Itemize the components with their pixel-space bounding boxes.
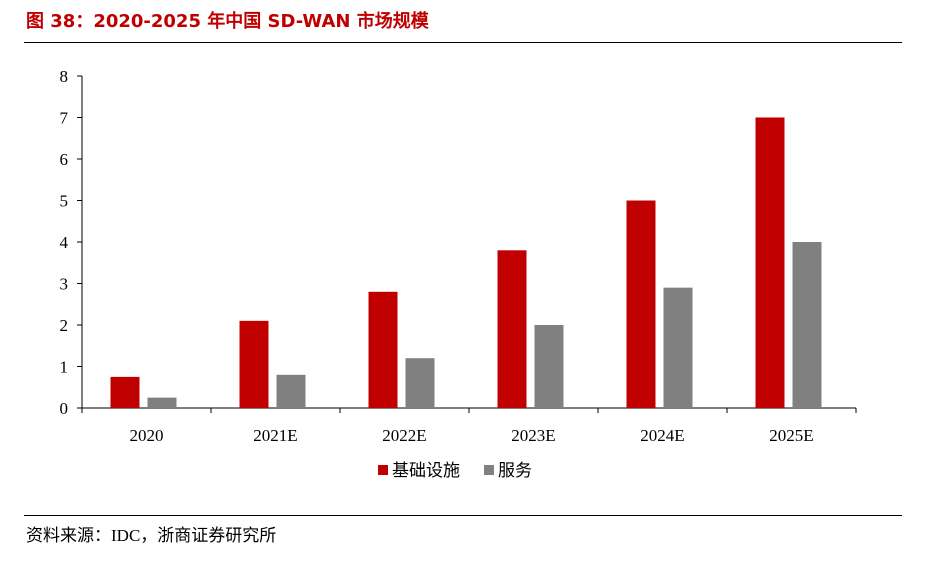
legend-swatch-infrastructure xyxy=(378,465,388,475)
x-tick-label: 2020 xyxy=(130,426,164,445)
y-tick-label: 2 xyxy=(60,316,69,335)
bar-infrastructure xyxy=(626,200,656,408)
legend-label-infrastructure: 基础设施 xyxy=(392,461,460,480)
y-tick-label: 7 xyxy=(60,109,69,128)
y-tick-label: 3 xyxy=(60,275,69,294)
bar-infrastructure xyxy=(368,291,398,408)
bar-chart: 0 1 2 3 4 5 6 7 8 2020 2021E 2022E 2023E 2024E 2025E 基础… xyxy=(60,67,857,480)
x-tick-label: 2022E xyxy=(382,426,426,445)
y-tick-label: 1 xyxy=(60,358,69,377)
y-tick-label: 6 xyxy=(60,150,69,169)
bar-infrastructure xyxy=(755,117,785,408)
x-tick-label: 2025E xyxy=(769,426,813,445)
source-divider xyxy=(24,515,902,516)
bar-service xyxy=(276,374,306,408)
source-note: 资料来源：IDC，浙商证券研究所 xyxy=(26,526,277,545)
y-tick-label: 0 xyxy=(60,399,69,418)
bar-service xyxy=(534,325,564,408)
bar-infrastructure xyxy=(110,376,140,408)
legend-swatch-service xyxy=(484,465,494,475)
bar-service xyxy=(663,287,693,408)
y-tick-label: 5 xyxy=(60,192,69,211)
x-tick-label: 2021E xyxy=(253,426,297,445)
figure-title: 图 38：2020-2025 年中国 SD-WAN 市场规模 xyxy=(26,11,429,32)
title-divider xyxy=(24,42,902,43)
legend-label-service: 服务 xyxy=(498,461,532,480)
y-tick-label: 4 xyxy=(60,233,69,252)
bar-service xyxy=(792,242,822,408)
x-tick-label: 2023E xyxy=(511,426,555,445)
bar-infrastructure xyxy=(239,320,269,408)
y-tick-label: 8 xyxy=(60,67,69,86)
x-tick-label: 2024E xyxy=(640,426,684,445)
bar-service xyxy=(147,397,177,408)
bar-infrastructure xyxy=(497,250,527,408)
bar-service xyxy=(405,358,435,408)
